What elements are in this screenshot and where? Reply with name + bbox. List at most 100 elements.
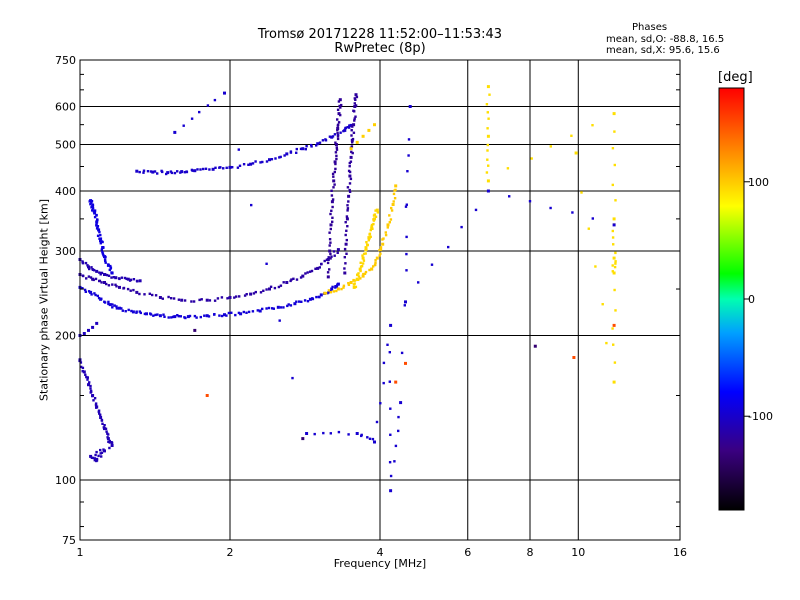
data-point [170, 316, 173, 319]
data-point [295, 278, 299, 281]
data-point [335, 154, 338, 158]
data-point [95, 406, 98, 409]
data-point [93, 211, 97, 215]
data-point [92, 399, 95, 402]
data-point [234, 313, 237, 317]
data-point [120, 276, 124, 279]
data-point [370, 267, 374, 271]
data-point [107, 274, 111, 277]
data-point [193, 328, 197, 332]
data-point [254, 290, 257, 294]
data-point [101, 240, 104, 244]
data-point [373, 123, 376, 127]
data-point [98, 279, 101, 283]
data-point [533, 344, 537, 348]
data-point [279, 155, 282, 159]
data-point [367, 128, 371, 132]
data-point [331, 205, 334, 209]
data-point [86, 376, 89, 379]
data-point [460, 225, 463, 229]
data-point [92, 278, 95, 282]
data-point [333, 254, 336, 257]
data-point [361, 262, 365, 265]
data-point [389, 407, 392, 410]
data-point [94, 403, 98, 407]
data-point [324, 292, 328, 295]
x-tick-label: 8 [527, 546, 534, 559]
data-point [591, 124, 594, 127]
data-point [228, 165, 232, 169]
data-point [386, 226, 389, 229]
data-point [107, 440, 110, 443]
data-point [111, 283, 114, 286]
data-point [404, 205, 408, 208]
data-point [110, 271, 114, 275]
data-point [332, 179, 336, 183]
data-point [378, 248, 381, 252]
data-point [295, 147, 298, 151]
data-point [238, 164, 242, 167]
data-point [89, 387, 92, 390]
data-point [95, 220, 99, 224]
data-point [169, 170, 173, 173]
data-point [231, 166, 234, 169]
data-point [84, 373, 87, 376]
data-point [326, 271, 330, 274]
data-point [249, 162, 253, 166]
data-point [239, 312, 243, 316]
data-point [127, 308, 130, 312]
data-point [403, 304, 406, 307]
data-point [103, 427, 106, 431]
data-point [91, 325, 95, 329]
data-point [285, 152, 289, 156]
data-point [364, 270, 368, 274]
data-point [329, 432, 332, 435]
data-point [222, 167, 225, 170]
data-point [109, 266, 113, 269]
data-point [374, 263, 377, 266]
data-point [249, 292, 253, 296]
data-point [101, 422, 104, 425]
x-tick-label: 10 [571, 546, 585, 559]
data-point [343, 247, 347, 251]
data-point [349, 160, 353, 163]
data-point [474, 208, 478, 212]
data-point [405, 203, 408, 206]
data-point [103, 281, 106, 284]
data-point [95, 457, 99, 461]
data-point [331, 198, 335, 201]
data-point [227, 311, 231, 315]
data-point [100, 281, 103, 284]
data-point [327, 289, 331, 292]
data-point [353, 282, 356, 285]
data-point [314, 267, 317, 270]
data-point [306, 271, 309, 274]
data-point [138, 292, 141, 296]
phases-title: Phases [632, 22, 668, 33]
data-point [374, 261, 377, 264]
data-point [365, 248, 368, 251]
data-point [138, 170, 141, 174]
data-point [115, 307, 119, 310]
data-point [335, 285, 339, 288]
data-point [366, 436, 369, 439]
data-point [286, 304, 289, 308]
data-point [388, 351, 391, 354]
data-point [218, 314, 221, 317]
data-point [345, 238, 348, 242]
data-point [329, 252, 332, 256]
data-point [344, 242, 348, 246]
data-point [298, 300, 301, 303]
data-point [192, 300, 196, 303]
data-point [347, 169, 351, 173]
data-point [612, 217, 616, 221]
data-point [348, 182, 352, 185]
data-point [379, 402, 382, 405]
data-point [143, 312, 147, 316]
data-point [291, 376, 294, 380]
data-point [100, 455, 103, 458]
data-point [101, 252, 105, 255]
data-point [330, 189, 333, 192]
data-point [486, 134, 490, 138]
data-point [220, 296, 224, 299]
